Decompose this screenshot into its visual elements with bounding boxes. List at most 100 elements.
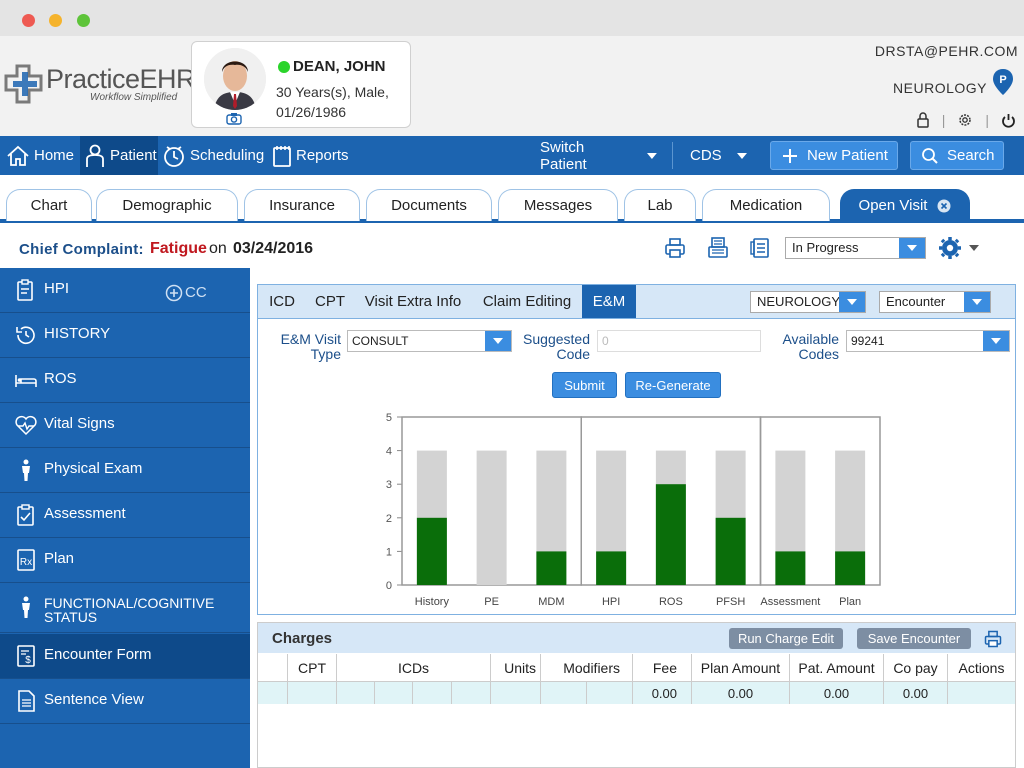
power-icon[interactable] (1001, 113, 1016, 128)
lock-icon[interactable] (916, 112, 930, 128)
suggested-code-label-line2: Code (556, 346, 590, 362)
chevron-down-icon (839, 292, 865, 312)
tab-label: Documents (391, 197, 467, 214)
chief-complaint-date: 03/24/2016 (233, 240, 314, 257)
visit-status-select[interactable]: In Progress (785, 237, 926, 259)
settings-dropdown-icon[interactable] (938, 236, 982, 260)
printer-icon[interactable] (663, 236, 687, 260)
tab-insurance[interactable]: Insurance (244, 189, 360, 221)
tab-open-visit[interactable]: Open Visit (840, 189, 970, 221)
specialty-select[interactable]: NEUROLOGY (750, 291, 866, 313)
close-icon[interactable] (937, 199, 951, 213)
table-cell-modifier[interactable] (587, 682, 633, 704)
table-cell-icd[interactable] (375, 682, 413, 704)
table-cell-actions[interactable] (948, 682, 1015, 704)
table-cell-cpt[interactable] (288, 682, 337, 704)
bar-max (476, 450, 507, 585)
printer-icon[interactable] (983, 629, 1003, 649)
sidebar-item-vital-signs[interactable]: Vital Signs (0, 403, 250, 448)
subtab-claim-editing[interactable]: Claim Editing (472, 285, 582, 318)
sidebar-item-physical-exam[interactable]: Physical Exam (0, 448, 250, 493)
nav-patient[interactable]: Patient (80, 136, 158, 175)
encounter-select[interactable]: Encounter (879, 291, 991, 313)
available-codes-label-line1: Available (782, 331, 839, 347)
patient-age-sex: 30 Years(s), Male, (276, 84, 389, 100)
gear-icon[interactable] (957, 112, 973, 128)
window-maximize-button[interactable] (77, 14, 90, 27)
y-tick-label: 0 (386, 580, 392, 592)
cds-dropdown[interactable]: CDS (690, 136, 750, 175)
nav-scheduling[interactable]: Scheduling (162, 136, 266, 175)
tab-chart[interactable]: Chart (6, 189, 92, 221)
calendar-icon (273, 145, 291, 167)
invoice-icon: $ (17, 645, 35, 667)
chevron-down-icon (485, 331, 511, 351)
nav-home[interactable]: Home (4, 136, 80, 175)
sidebar-item-label: ROS (44, 370, 77, 387)
run-charge-edit-button[interactable]: Run Charge Edit (729, 628, 843, 649)
bar-value (715, 517, 746, 585)
subtab-cpt[interactable]: CPT (306, 285, 354, 318)
sidebar-item-plan[interactable]: Rx Plan (0, 538, 250, 583)
user-email[interactable]: DRSTA@PEHR.COM (874, 43, 1018, 59)
patient-avatar[interactable] (204, 48, 266, 110)
table-cell-select[interactable] (258, 682, 288, 704)
tab-medication[interactable]: Medication (702, 189, 830, 221)
notes-icon[interactable] (749, 236, 773, 260)
suggested-code-input[interactable]: 0 (597, 330, 761, 352)
table-cell-modifier[interactable] (541, 682, 587, 704)
tab-label: Messages (523, 197, 593, 214)
sidebar-item-functional-cognitive-status[interactable]: FUNCTIONAL/COGNITIVE STATUS (0, 583, 250, 633)
x-tick-label: HPI (602, 596, 620, 608)
save-encounter-button[interactable]: Save Encounter (857, 628, 971, 649)
new-patient-button[interactable]: New Patient (770, 141, 898, 170)
chevron-down-icon (736, 152, 747, 159)
tab-messages[interactable]: Messages (498, 189, 618, 221)
clipboard-icon (17, 279, 33, 301)
switch-patient-dropdown[interactable]: Switch Patient (540, 136, 658, 175)
sidebar-item-ros[interactable]: ROS (0, 358, 250, 403)
regenerate-button[interactable]: Re-Generate (625, 372, 721, 398)
submit-button[interactable]: Submit (552, 372, 617, 398)
tab-lab[interactable]: Lab (624, 189, 696, 221)
column-label: Fee (652, 659, 677, 676)
sidebar-item-label: FUNCTIONAL/COGNITIVE STATUS (44, 595, 215, 625)
subtab-visit-extra-info[interactable]: Visit Extra Info (354, 285, 472, 318)
fax-icon[interactable] (706, 236, 730, 260)
tab-demographic[interactable]: Demographic (96, 189, 238, 221)
subtab-icd[interactable]: ICD (258, 285, 306, 318)
column-label: Units (504, 659, 536, 676)
available-codes-select[interactable]: 99241 (846, 330, 1010, 352)
sidebar-item-hpi[interactable]: HPI CC (0, 268, 250, 313)
sidebar-item-assessment[interactable]: Assessment (0, 493, 250, 538)
visit-type-select[interactable]: CONSULT (347, 330, 512, 352)
window-close-button[interactable] (22, 14, 35, 27)
table-cell-icd[interactable] (452, 682, 491, 704)
nav-reports[interactable]: Reports (272, 136, 352, 175)
subtab-em[interactable]: E&M (582, 285, 636, 318)
search-button[interactable]: Search (910, 141, 1004, 170)
x-tick-label: PE (484, 596, 499, 608)
camera-icon[interactable] (226, 112, 242, 125)
sidebar-item-label: Vital Signs (44, 415, 115, 432)
tab-documents[interactable]: Documents (366, 189, 492, 221)
sidebar-item-sentence-view[interactable]: Sentence View (0, 679, 250, 724)
add-circle-icon[interactable] (165, 284, 183, 302)
sidebar-item-history[interactable]: HISTORY (0, 313, 250, 358)
add-cc-label[interactable]: CC (185, 284, 207, 301)
table-cell-icd[interactable] (413, 682, 452, 704)
user-specialty[interactable]: NEUROLOGY (893, 80, 987, 96)
table-cell-plan-amount[interactable]: 0.00 (692, 682, 790, 704)
table-cell-units[interactable] (491, 682, 541, 704)
brand-logo[interactable]: PracticeEHR Workflow Simplified (4, 62, 196, 106)
table-cell-co-pay[interactable]: 0.00 (884, 682, 948, 704)
location-pin-icon[interactable]: P (992, 68, 1014, 96)
search-label: Search (947, 147, 995, 164)
sidebar-item-encounter-form[interactable]: $ Encounter Form (0, 634, 250, 679)
bar-value (536, 551, 567, 585)
table-cell-pat-amount[interactable]: 0.00 (790, 682, 884, 704)
window-minimize-button[interactable] (49, 14, 62, 27)
table-cell-fee[interactable]: 0.00 (633, 682, 692, 704)
patient-card[interactable]: DEAN, JOHN 30 Years(s), Male, 01/26/1986 (191, 41, 411, 128)
table-cell-icd[interactable] (337, 682, 375, 704)
